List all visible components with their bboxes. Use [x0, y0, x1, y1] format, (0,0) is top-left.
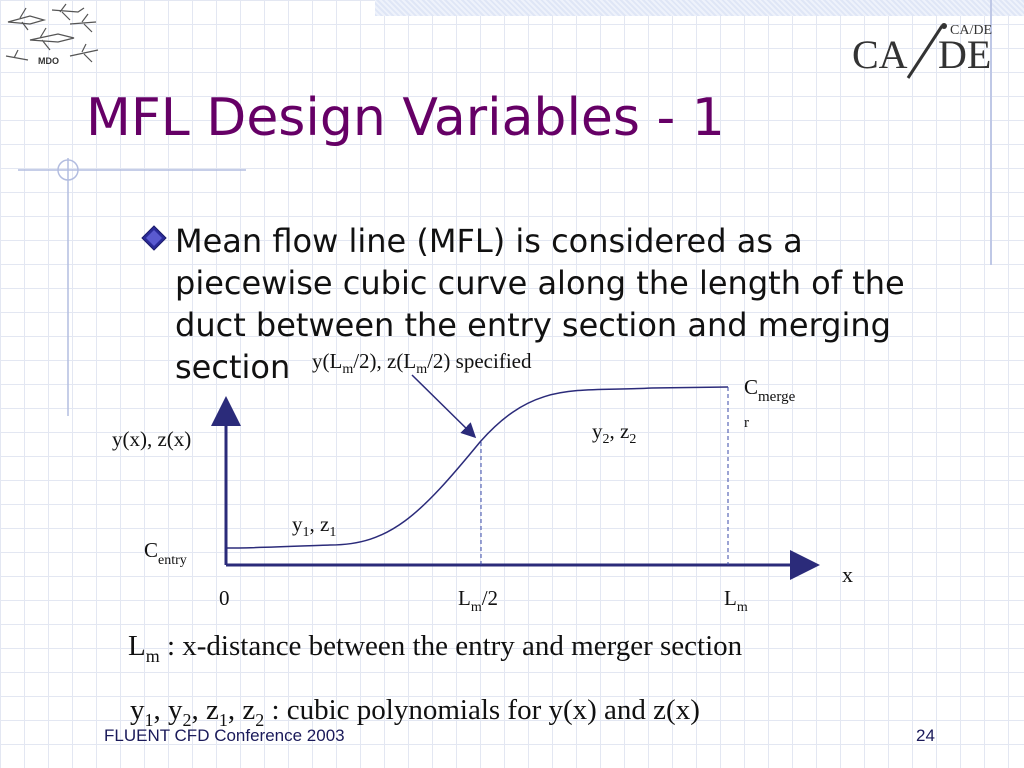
lm-definition: Lm : x-distance between the entry and me…: [128, 630, 742, 667]
polynomial-description: : cubic polynomials for y(x) and z(x): [264, 694, 700, 726]
segment1-label: y1, z1: [292, 512, 336, 540]
cade-logo-right: DE: [938, 32, 991, 77]
diamond-bullet-icon: [141, 225, 167, 251]
cade-logo-small: CA/DE: [950, 23, 992, 38]
y-axis-label: y(x), z(x): [112, 427, 191, 451]
cade-logo: CA/DE CA DE: [852, 23, 992, 79]
tick-label-full: Lm: [724, 586, 748, 615]
footer-conference: FLUENT CFD Conference 2003: [104, 726, 345, 745]
right-decor-line: [990, 0, 992, 265]
x-axis-label: x: [842, 562, 853, 587]
mdo-logo: MDO: [5, 3, 99, 66]
lm-subscript: m: [145, 645, 160, 666]
cade-logo-left: CA: [852, 32, 908, 77]
tick-label-zero: 0: [219, 586, 230, 610]
title-decoration: [18, 158, 246, 416]
bullet-text: Mean flow line (MFL) is considered as a …: [175, 222, 905, 386]
c-merger-label-wrap: r: [744, 415, 749, 431]
tick-label-half: Lm/2: [458, 586, 498, 615]
mdo-logo-text: MDO: [38, 56, 59, 66]
annotation-arrow: [411, 374, 477, 439]
c-merger-label: Cmerge: [744, 375, 796, 405]
cade-logo-slash: [906, 25, 944, 79]
header-band: [375, 0, 1024, 16]
polynomial-definition: y1, y2, z1, z2 : cubic polynomials for y…: [130, 694, 700, 730]
c-entry-label: Centry: [144, 538, 187, 568]
segment2-label: y2, z2: [592, 419, 636, 447]
mfl-curve: [225, 386, 729, 549]
annotation-label: y(Lm/2), z(Lm/2) specified: [312, 349, 532, 377]
lm-symbol: L: [128, 630, 146, 662]
lm-description: : x-distance between the entry and merge…: [159, 630, 743, 662]
page-number: 24: [916, 726, 935, 745]
slide-title: MFL Design Variables - 1: [86, 88, 725, 148]
